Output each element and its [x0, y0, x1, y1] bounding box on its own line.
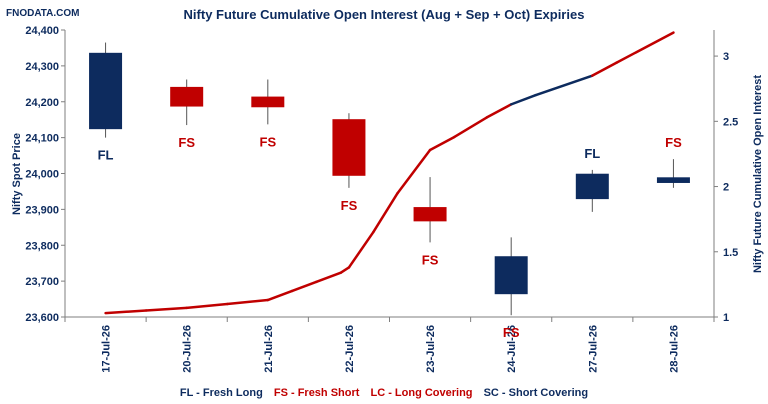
axes: 23,600 23,700 23,800 23,900 24,000 24,100 24,2…	[25, 25, 738, 373]
y-tick-label-left: 23,700	[25, 276, 59, 288]
legend-fs: FS - Fresh Short	[273, 387, 360, 399]
signal-label: FL	[584, 146, 600, 161]
signal-label: FS	[422, 252, 439, 267]
y-axis-label-right: Nifty Future Cumulative Open Interest	[752, 75, 764, 273]
x-tick-label: 21-Jul-26	[263, 325, 275, 373]
signal-label: FS	[341, 198, 358, 213]
open-interest-segment	[104, 309, 148, 315]
open-interest-segment	[591, 61, 618, 77]
open-interest-segment	[339, 266, 351, 274]
signal-label: FS	[503, 325, 520, 340]
legend-lc: LC - Long Covering	[370, 387, 473, 399]
candle-body	[494, 256, 528, 295]
y-tick-label-left: 23,800	[25, 240, 59, 252]
open-interest-segment	[347, 230, 375, 269]
y-tick-label-right: 1.5	[723, 247, 738, 259]
signal-label: FL	[98, 148, 114, 163]
open-interest-segment	[185, 302, 229, 310]
legend-fl: FL - Fresh Long	[179, 387, 263, 399]
open-interest-segment	[453, 116, 489, 139]
open-interest-segment	[509, 93, 537, 106]
y-tick-label-right: 2	[723, 182, 729, 194]
open-interest-segment	[428, 135, 456, 152]
open-interest-line	[104, 31, 675, 315]
y-tick-label-left: 24,200	[25, 97, 59, 109]
y-tick-label-left: 23,600	[25, 312, 59, 324]
open-interest-segment	[615, 31, 675, 64]
signal-label: FS	[260, 134, 277, 149]
x-tick-label: 28-Jul-26	[668, 325, 680, 373]
candle-body	[656, 177, 690, 183]
y-tick-label-left: 24,400	[25, 25, 59, 37]
signal-label: FS	[665, 135, 682, 150]
chart-title: Nifty Future Cumulative Open Interest (A…	[183, 7, 585, 22]
open-interest-segment	[144, 306, 188, 312]
x-tick-label: 17-Jul-26	[101, 325, 113, 373]
candle-body	[332, 119, 366, 176]
x-tick-label: 23-Jul-26	[425, 325, 437, 373]
signal-label: FS	[178, 135, 195, 150]
y-tick-label-left: 24,100	[25, 133, 59, 145]
y-tick-label-left: 24,000	[25, 169, 59, 181]
legend-sc: SC - Short Covering	[483, 387, 589, 399]
open-interest-segment	[266, 289, 294, 302]
y-axis-label-left: Nifty Spot Price	[11, 133, 23, 215]
legend: FL - Fresh Long FS - Fresh Short LC - Lo…	[0, 387, 768, 399]
open-interest-segment	[485, 103, 513, 119]
y-tick-label-right: 2.5	[723, 116, 738, 128]
candle-body	[413, 207, 447, 222]
candle-body	[575, 173, 609, 200]
candle-body	[251, 96, 285, 108]
candle-body	[170, 86, 204, 107]
open-interest-segment	[226, 298, 270, 306]
open-interest-segment	[396, 148, 432, 195]
open-interest-segment	[290, 280, 318, 293]
signal-labels: FL FS FS FS FS FS FL FS	[98, 134, 682, 340]
y-tick-label-right: 1	[723, 312, 729, 324]
x-tick-label: 22-Jul-26	[344, 325, 356, 373]
y-tick-label-left: 24,300	[25, 61, 59, 73]
open-interest-segment	[372, 191, 399, 234]
open-interest-segment	[315, 271, 343, 284]
watermark: FNODATA.COM	[6, 8, 80, 19]
x-tick-label: 27-Jul-26	[587, 325, 599, 373]
x-tick-label: 20-Jul-26	[182, 325, 194, 373]
x-tick-label: 24-Jul-26	[506, 325, 518, 373]
open-interest-segment	[534, 74, 594, 97]
y-tick-label-right: 3	[723, 51, 729, 63]
candle-body	[89, 52, 123, 130]
candles	[89, 42, 690, 316]
y-tick-label-left: 23,900	[25, 204, 59, 216]
